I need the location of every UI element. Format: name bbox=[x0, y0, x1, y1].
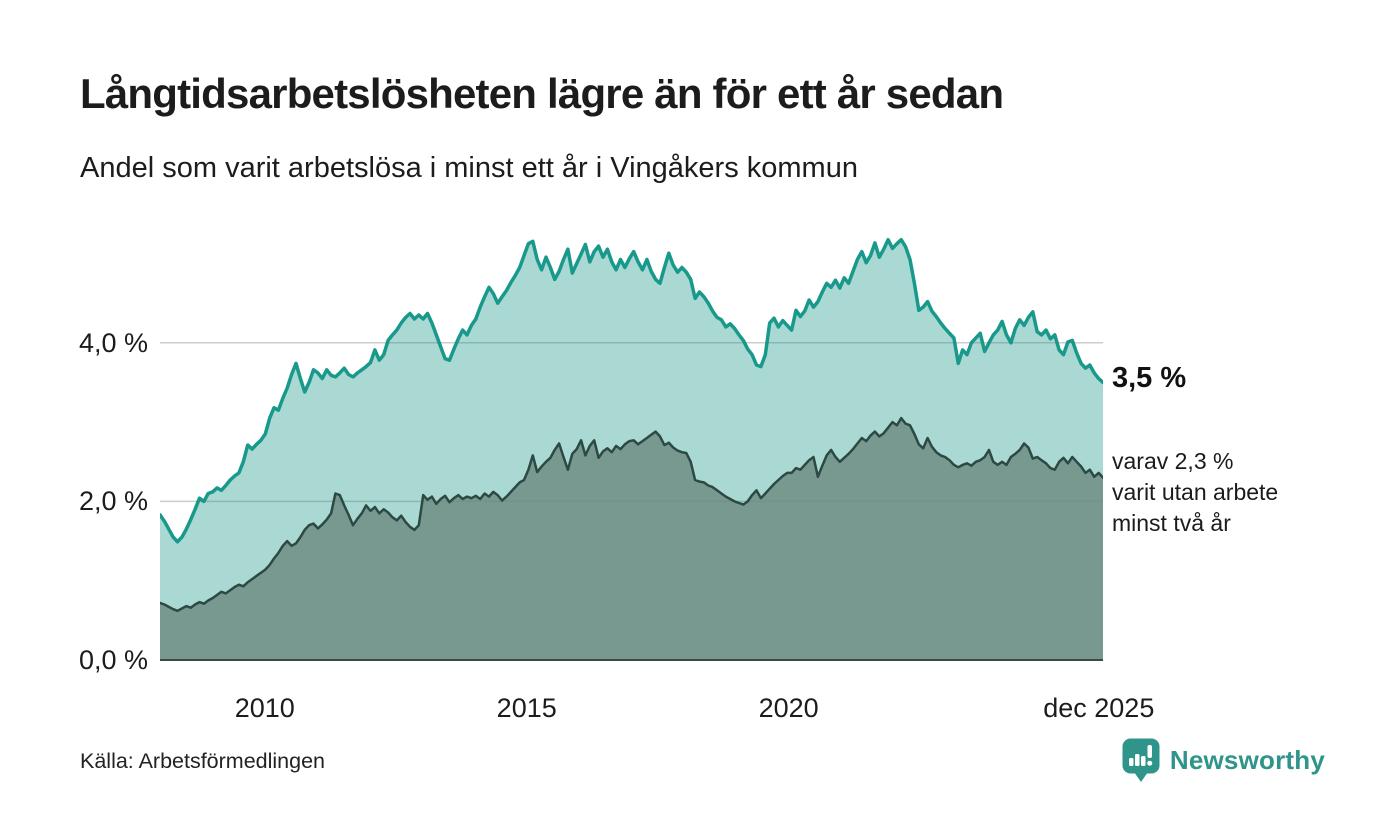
x-tick-label: 2010 bbox=[234, 693, 295, 723]
newsworthy-logo[interactable]: Newsworthy bbox=[1122, 738, 1325, 782]
y-tick-label: 0,0 % bbox=[78, 645, 148, 675]
y-tick-label: 2,0 % bbox=[78, 486, 148, 517]
source-attribution: Källa: Arbetsförmedlingen bbox=[80, 749, 326, 773]
newsworthy-pin-barchart-icon bbox=[1122, 738, 1160, 782]
x-tick-label: 2020 bbox=[758, 693, 819, 723]
note-line-2: varit utan arbete bbox=[1112, 479, 1279, 505]
x-tick-label: dec 2025 bbox=[1043, 693, 1155, 723]
x-tick-label: 2015 bbox=[496, 693, 557, 723]
secondary-value-note: varav 2,3 % varit utan arbete minst två … bbox=[1112, 446, 1278, 539]
page-title: Långtidsarbetslösheten lägre än för ett … bbox=[80, 70, 1004, 117]
y-tick-label: 4,0 % bbox=[78, 327, 148, 358]
latest-value-label: 3,5 % bbox=[1112, 362, 1187, 394]
note-line-1: varav 2,3 % bbox=[1112, 448, 1234, 474]
page-subtitle: Andel som varit arbetslösa i minst ett å… bbox=[80, 152, 858, 184]
note-line-3: minst två år bbox=[1112, 510, 1231, 536]
newsworthy-wordmark: Newsworthy bbox=[1169, 744, 1325, 775]
area-chart bbox=[160, 237, 1103, 661]
